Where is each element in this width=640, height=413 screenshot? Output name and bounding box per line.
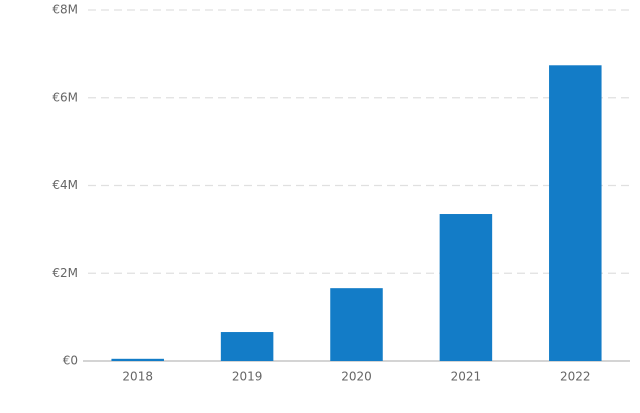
y-tick-label: €0 [63, 354, 78, 368]
x-tick-label: 2021 [451, 370, 482, 384]
y-tick-label: €2M [52, 266, 78, 280]
x-tick-label: 2018 [122, 370, 153, 384]
x-tick-label: 2019 [232, 370, 263, 384]
y-tick-label: €4M [52, 178, 78, 192]
y-tick-label: €6M [52, 90, 78, 104]
bar [220, 332, 274, 361]
bar [111, 358, 164, 361]
bar [439, 214, 493, 361]
bar [330, 288, 383, 361]
bar [549, 65, 602, 361]
y-tick-label: €8M [52, 3, 78, 17]
x-tick-label: 2022 [560, 370, 591, 384]
x-tick-label: 2020 [341, 370, 372, 384]
